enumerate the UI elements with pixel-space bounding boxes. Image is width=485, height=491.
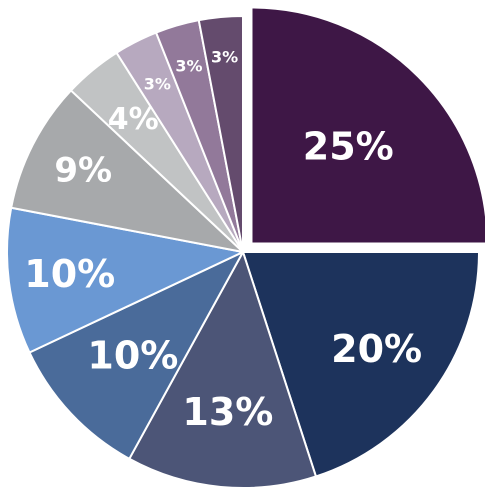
pie-slice-10 [197, 15, 244, 253]
slice-label-1: 25% [303, 125, 394, 169]
slice-label-6: 9% [54, 151, 112, 191]
pie-slice-5 [6, 206, 244, 354]
slice-label-2: 20% [331, 327, 422, 371]
pie-slice-4 [28, 251, 244, 460]
slice-label-3: 13% [182, 390, 273, 434]
pie-slice-2 [242, 251, 480, 478]
slice-label-8: 3% [144, 74, 171, 93]
pie-slice-6 [10, 89, 244, 253]
pie-slice-3 [128, 251, 317, 489]
slice-label-9: 3% [175, 57, 202, 76]
slice-label-10: 3% [211, 47, 238, 66]
slice-label-7: 4% [108, 102, 159, 137]
slice-label-4: 10% [87, 333, 178, 377]
slice-label-5: 10% [24, 252, 115, 296]
pie-slice-1 [250, 6, 485, 245]
